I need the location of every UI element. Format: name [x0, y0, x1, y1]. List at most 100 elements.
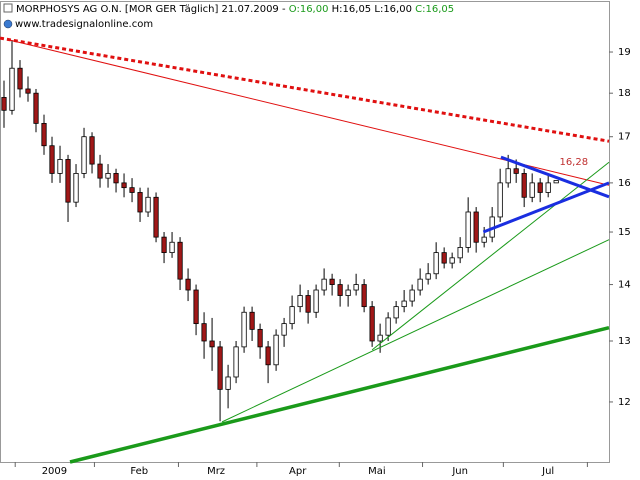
- candle-body: [129, 187, 135, 193]
- x-tick-label: Apr: [289, 466, 307, 477]
- candle-body: [441, 252, 447, 264]
- header-high: H:16,05: [332, 4, 372, 15]
- source: www.tradesignalonline.com: [15, 19, 153, 30]
- candle-body: [177, 241, 183, 280]
- header-open: O:16,00: [289, 4, 329, 15]
- candle-body: [289, 306, 295, 325]
- candle-body: [201, 323, 207, 342]
- candle-body: [481, 236, 487, 243]
- candle-body: [537, 182, 543, 193]
- x-tick-label: Mrz: [207, 466, 225, 477]
- candle-body: [369, 306, 375, 342]
- candle-body: [545, 182, 551, 193]
- candle-body: [529, 182, 535, 198]
- candle-body: [265, 346, 271, 366]
- candle-body: [97, 163, 103, 179]
- candle-body: [185, 278, 191, 291]
- header-name: MORPHOSYS AG O.N. [MOR GER Täglich] 21.0…: [16, 4, 289, 15]
- candle-body: [145, 196, 151, 213]
- candle-body: [497, 182, 503, 218]
- candle-body: [153, 196, 159, 238]
- candle-body: [521, 173, 527, 198]
- trendline: [69, 325, 610, 464]
- header-low: L:16,00: [374, 4, 412, 15]
- candle-body: [113, 173, 119, 184]
- header: MORPHOSYS AG O.N. [MOR GER Täglich] 21.0…: [16, 4, 454, 15]
- candle-body: [473, 211, 479, 243]
- candle-body: [33, 92, 39, 124]
- header-close: C:16,05: [415, 4, 454, 15]
- y-tick-label: 12: [618, 397, 631, 408]
- candle-body: [169, 241, 175, 254]
- candle-body: [17, 67, 23, 90]
- candle-body: [49, 145, 55, 174]
- candle-body: [329, 278, 335, 285]
- y-tick-label: 19: [618, 47, 631, 58]
- candle-body: [281, 323, 287, 336]
- candle-body: [193, 289, 199, 325]
- candle-body: [9, 67, 15, 111]
- candle-body: [465, 211, 471, 248]
- y-tick-label: 17: [618, 132, 631, 143]
- candle-body: [361, 284, 367, 308]
- candle-body: [305, 295, 311, 313]
- candle-body: [81, 136, 87, 174]
- candle-body: [249, 311, 255, 330]
- candle-body: [121, 182, 127, 189]
- y-tick-label: 14: [618, 280, 631, 291]
- candle-body: [321, 278, 327, 291]
- candle-body: [257, 328, 263, 348]
- candle-body: [457, 247, 463, 259]
- trendline: [0, 36, 610, 143]
- candle-body: [425, 273, 431, 280]
- candle-body: [513, 168, 519, 174]
- annotation: 16,28: [559, 157, 588, 168]
- candle-body: [385, 317, 391, 336]
- candle-body: [25, 88, 31, 94]
- candle-body: [297, 295, 303, 308]
- x-tick-label: Jul: [541, 466, 554, 477]
- candle-body: [377, 334, 383, 342]
- candle-body: [417, 278, 423, 291]
- plot-frame: [0, 1, 610, 463]
- candle-body: [241, 311, 247, 348]
- y-tick-label: 15: [618, 227, 631, 238]
- candle-body: [57, 159, 63, 174]
- candle-body: [73, 173, 79, 203]
- candle-body: [273, 334, 279, 366]
- x-tick-label: Jun: [451, 466, 468, 477]
- candle-body: [41, 122, 47, 147]
- candle-body: [337, 284, 343, 296]
- y-tick-label: 13: [618, 336, 631, 347]
- candle-body: [353, 284, 359, 291]
- candle-body: [1, 97, 7, 111]
- trendline: [371, 161, 610, 351]
- checkbox[interactable]: [3, 3, 13, 13]
- x-tick-label: 2009: [42, 466, 67, 477]
- candle-body: [225, 376, 231, 390]
- candle-body: [137, 192, 143, 213]
- candle-body: [89, 136, 95, 165]
- y-tick-label: 16: [618, 178, 631, 189]
- candle-body: [217, 346, 223, 390]
- candle-body: [449, 257, 455, 264]
- candle-body: [401, 300, 407, 308]
- candle-body: [345, 289, 351, 296]
- x-tick-label: Mai: [368, 466, 386, 477]
- candle-body: [161, 236, 167, 254]
- candle-body: [65, 159, 71, 203]
- globe-icon: [3, 19, 13, 29]
- y-tick-label: 18: [618, 88, 631, 99]
- candle-body: [313, 289, 319, 313]
- candle-body: [105, 173, 111, 179]
- candle-body: [433, 252, 439, 275]
- candle-body: [209, 340, 215, 348]
- x-tick-label: Feb: [130, 466, 148, 477]
- candle-body: [553, 180, 559, 184]
- candle-body: [505, 168, 511, 184]
- trendline: [221, 239, 610, 423]
- trendline: [482, 181, 610, 234]
- candle-body: [233, 346, 239, 378]
- candle-body: [409, 289, 415, 302]
